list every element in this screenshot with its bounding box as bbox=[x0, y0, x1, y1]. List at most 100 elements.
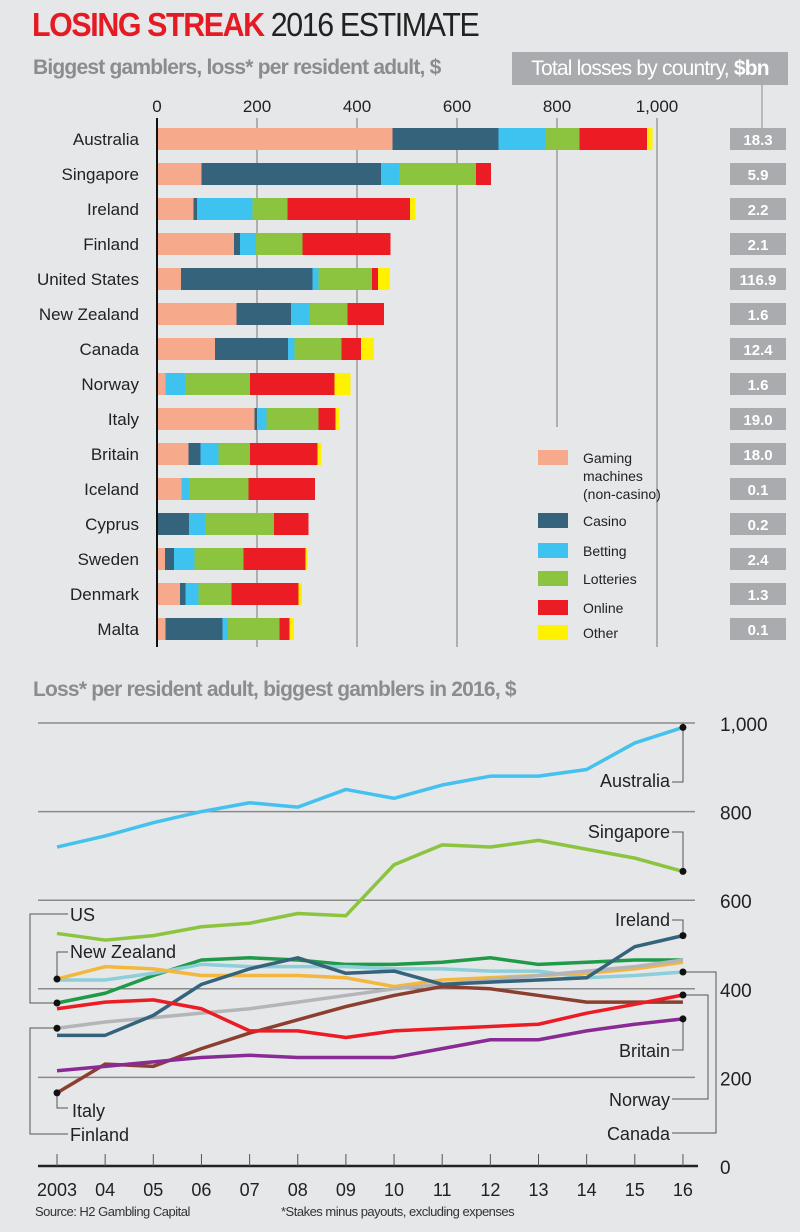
label-connector bbox=[672, 723, 684, 783]
bar-segment-lotteries bbox=[256, 233, 303, 255]
y-tick-label: 800 bbox=[720, 804, 752, 825]
y-tick-label: 0 bbox=[720, 1158, 731, 1179]
country-label: New Zealand bbox=[39, 305, 139, 324]
bar-segment-online bbox=[318, 408, 336, 430]
series-label: Britain bbox=[619, 1041, 670, 1061]
legend-label: Betting bbox=[583, 543, 627, 559]
bar-segment-betting bbox=[165, 373, 186, 395]
end-dot bbox=[53, 975, 61, 983]
bar-segment-betting bbox=[381, 163, 400, 185]
x-tick-label: 04 bbox=[95, 1180, 115, 1200]
country-label: Australia bbox=[73, 130, 140, 149]
bar-segment-lotteries bbox=[194, 548, 244, 570]
total-value: 1.3 bbox=[748, 587, 769, 604]
bar-segment-lotteries bbox=[205, 513, 274, 535]
legend-label-part: machines bbox=[583, 468, 643, 484]
legend-label: Casino bbox=[583, 513, 627, 529]
total-value: 18.0 bbox=[743, 447, 772, 464]
legend-swatch-other bbox=[538, 625, 568, 640]
x-tick-label: 2003 bbox=[37, 1180, 77, 1200]
bar-segment-gaming bbox=[157, 128, 393, 150]
country-label: Denmark bbox=[70, 585, 139, 604]
label-connector bbox=[672, 831, 684, 869]
total-box bbox=[730, 373, 786, 395]
bar-segment-online bbox=[248, 478, 315, 500]
bar-segment-betting bbox=[498, 128, 546, 150]
total-value: 1.6 bbox=[748, 377, 769, 394]
bar-segment-online bbox=[279, 618, 290, 640]
total-value: 0.1 bbox=[748, 622, 769, 639]
line-singapore bbox=[56, 838, 684, 942]
bar-segment-betting bbox=[181, 478, 190, 500]
x-tick-label: 200 bbox=[243, 97, 271, 116]
total-box bbox=[730, 478, 786, 500]
bar-segment-other bbox=[378, 268, 390, 290]
bar-segment-online bbox=[347, 303, 384, 325]
bar-segment-casino bbox=[181, 268, 313, 290]
bar-segment-online bbox=[250, 443, 318, 465]
bar-segment-casino bbox=[392, 128, 499, 150]
bar-segment-online bbox=[250, 373, 335, 395]
bar-segment-gaming bbox=[157, 338, 215, 360]
bar-segment-gaming bbox=[157, 478, 182, 500]
bar-segment-lotteries bbox=[294, 338, 342, 360]
bar-segment-gaming bbox=[157, 233, 234, 255]
bar-segment-lotteries bbox=[309, 303, 348, 325]
bar-segment-casino bbox=[157, 513, 189, 535]
series-label: Canada bbox=[607, 1124, 671, 1144]
x-tick-label: 09 bbox=[336, 1180, 356, 1200]
total-box bbox=[730, 128, 786, 150]
end-dot bbox=[679, 968, 687, 976]
totals-header: Total losses by country, $bn bbox=[512, 52, 788, 85]
x-tick-label: 800 bbox=[543, 97, 571, 116]
bar-segment-lotteries bbox=[318, 268, 372, 290]
bar-segment-betting bbox=[291, 303, 310, 325]
line-chart: 0 200 400 600 800 1,000 2003 04 05 06 07 08 09 10 11 12… bbox=[29, 715, 768, 1200]
bar-segment-gaming bbox=[157, 583, 180, 605]
label-connector bbox=[56, 951, 68, 979]
bar-segment-other bbox=[298, 583, 302, 605]
bar-segment-betting bbox=[240, 233, 256, 255]
x-tick-label: 07 bbox=[240, 1180, 260, 1200]
x-tick-label: 16 bbox=[673, 1180, 693, 1200]
x-tick-label: 06 bbox=[191, 1180, 211, 1200]
total-value: 2.4 bbox=[748, 552, 770, 569]
title-bold: LOSING STREAK bbox=[32, 6, 265, 43]
total-box bbox=[730, 618, 786, 640]
y-tick-label: 600 bbox=[720, 892, 752, 913]
x-tick-label: 12 bbox=[480, 1180, 500, 1200]
bar-segment-lotteries bbox=[266, 408, 319, 430]
total-box bbox=[730, 303, 786, 325]
bar-segment-betting bbox=[288, 338, 295, 360]
legend-swatch-lotteries bbox=[538, 571, 568, 586]
bar-segment-lotteries bbox=[185, 373, 250, 395]
total-box bbox=[730, 583, 786, 605]
bar-segment-casino bbox=[193, 198, 197, 220]
x-tick-label: 400 bbox=[343, 97, 371, 116]
bar-segment-online bbox=[243, 548, 306, 570]
y-tick-label: 400 bbox=[720, 981, 752, 1002]
legend-swatch-betting bbox=[538, 543, 568, 558]
bar-segment-gaming bbox=[157, 373, 166, 395]
total-box bbox=[730, 443, 786, 465]
x-tick-label: 0 bbox=[152, 97, 161, 116]
end-dot bbox=[679, 867, 687, 875]
series-label: Norway bbox=[609, 1090, 670, 1110]
legend-label: Lotteries bbox=[583, 571, 637, 587]
country-label: Canada bbox=[79, 340, 139, 359]
legend-swatch-online bbox=[538, 600, 568, 615]
x-tick-label: 1,000 bbox=[636, 97, 679, 116]
bar-segment-other bbox=[335, 408, 340, 430]
bar-segment-online bbox=[372, 268, 378, 290]
bar-segment-gaming bbox=[157, 303, 237, 325]
bar-segment-casino bbox=[254, 408, 257, 430]
country-label: Norway bbox=[81, 375, 139, 394]
bar-segment-lotteries bbox=[189, 478, 249, 500]
country-label: Malta bbox=[97, 620, 139, 639]
bar-segment-other bbox=[305, 548, 308, 570]
label-connector bbox=[29, 1027, 68, 1135]
total-box bbox=[730, 338, 786, 360]
legend-label-part: (non-casino) bbox=[583, 486, 661, 502]
x-tick-label: 10 bbox=[384, 1180, 404, 1200]
series-label: Ireland bbox=[615, 910, 670, 930]
